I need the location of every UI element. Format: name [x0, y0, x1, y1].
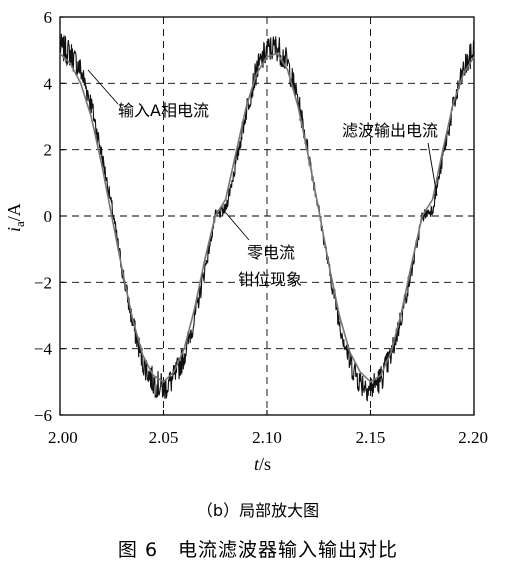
y-tick-label: 6: [44, 8, 53, 27]
series-line-input-current: [59, 33, 475, 402]
x-tick-label: 2.10: [252, 428, 282, 447]
x-tick-label: 2.05: [149, 428, 179, 447]
x-axis-unit: /s: [259, 454, 271, 474]
series-layer: [59, 33, 475, 402]
annotation-filter-output: 滤波输出电流: [342, 121, 438, 140]
y-axis-title: ia/A: [4, 203, 27, 232]
y-tick-label: 2: [44, 141, 53, 160]
x-tick-label: 2.00: [48, 428, 78, 447]
annotation-zero-clamp-2: 钳位现象: [238, 270, 302, 289]
x-tick-label: 2.15: [356, 428, 386, 447]
y-tick-label: −2: [34, 273, 52, 292]
y-tick-label: 0: [44, 207, 53, 226]
leader-zero-clamp: [225, 212, 250, 241]
annotation-input-current: 输入A相电流: [118, 101, 209, 120]
series-line-filter-output: [59, 52, 475, 383]
y-axis-var: i: [4, 227, 24, 232]
y-tick-label: −4: [34, 340, 53, 359]
x-axis-var: t: [254, 454, 260, 474]
leader-filter-output: [427, 142, 438, 197]
leader-input-current: [87, 69, 119, 105]
ticks-layer: 6 4 2 0 −2 −4 −6 2.00 2.05 2.10 2.15 2.20: [34, 8, 488, 447]
figure-subcaption: （b）局部放大图: [196, 501, 320, 520]
line-chart: 6 4 2 0 −2 −4 −6 2.00 2.05 2.10 2.15 2.20 输入A相电流 滤波…: [4, 8, 488, 474]
y-axis-sub: a: [12, 221, 27, 227]
grid-lines: [60, 17, 474, 415]
x-tick-label: 2.20: [458, 428, 488, 447]
figure-caption: 图 6 电流滤波器输入输出对比: [117, 539, 399, 561]
y-tick-label: 4: [44, 74, 53, 93]
x-axis-title: t/s: [254, 454, 271, 474]
y-axis-unit: /A: [4, 203, 24, 221]
annotation-zero-clamp-1: 零电流: [247, 243, 295, 262]
y-tick-label: −6: [34, 406, 52, 425]
annotation-leaders: [87, 69, 438, 241]
